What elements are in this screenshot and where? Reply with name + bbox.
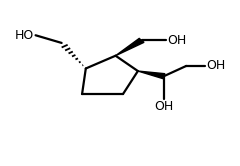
Text: OH: OH bbox=[168, 34, 187, 47]
Polygon shape bbox=[116, 39, 144, 56]
Text: OH: OH bbox=[207, 59, 226, 72]
Text: HO: HO bbox=[14, 29, 34, 42]
Text: OH: OH bbox=[154, 100, 174, 113]
Polygon shape bbox=[138, 71, 165, 79]
